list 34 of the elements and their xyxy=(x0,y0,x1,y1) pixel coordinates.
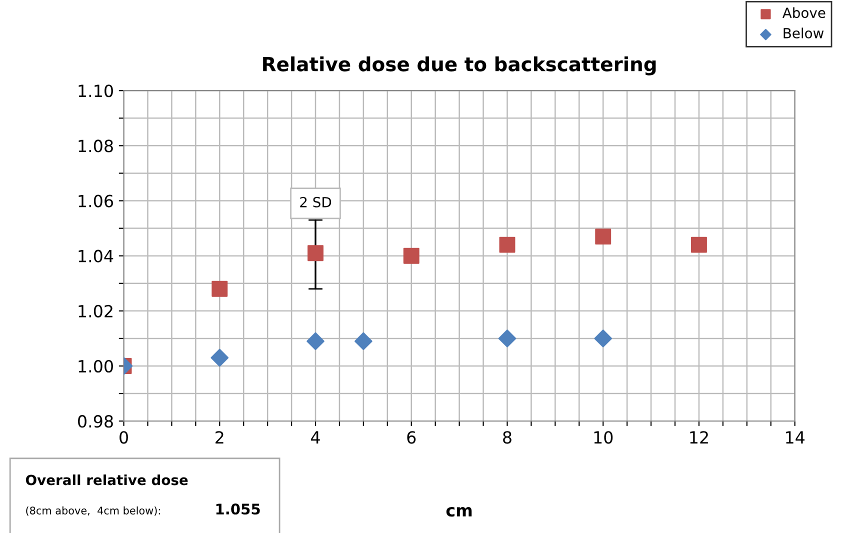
x-tick-label: 14 xyxy=(786,431,805,444)
y-tick-label: 1.10 xyxy=(78,84,113,98)
text: 1.055 xyxy=(216,504,260,515)
x-tick-label: 6 xyxy=(407,431,416,444)
point xyxy=(212,280,228,297)
point xyxy=(499,236,516,253)
point xyxy=(691,236,707,253)
y-tick-label: 1.08 xyxy=(78,140,113,152)
x-tick-label: 4 xyxy=(311,431,320,444)
y-tick-label: 1.02 xyxy=(78,304,112,318)
x-tick-label: 12 xyxy=(690,431,708,444)
point xyxy=(403,248,420,264)
x-tick-label: 2 xyxy=(216,431,224,444)
y-tick-label: 1.00 xyxy=(78,360,113,373)
point xyxy=(595,228,612,245)
point xyxy=(306,332,324,350)
legend-label: Above xyxy=(782,7,826,18)
x-axis-title: cm xyxy=(446,507,472,517)
annotation: 2 SD xyxy=(300,196,332,208)
y-tick-label: 1.06 xyxy=(78,194,114,208)
legend-label: Below xyxy=(784,28,824,38)
point xyxy=(594,330,612,348)
y-tick-label: 1.04 xyxy=(78,250,114,262)
point xyxy=(210,348,229,367)
x-tick-label: 10 xyxy=(594,431,613,444)
point xyxy=(308,245,324,262)
chart-title: Relative dose due to backscattering xyxy=(263,56,656,76)
point xyxy=(354,332,372,350)
x-tick-label: 0 xyxy=(120,431,128,444)
x-tick-label: 8 xyxy=(503,431,512,444)
text: (8cm above, 4cm below): xyxy=(26,506,160,516)
point xyxy=(498,330,516,348)
text: Overall relative dose xyxy=(26,474,188,486)
y-tick-label: 0.98 xyxy=(78,415,113,428)
